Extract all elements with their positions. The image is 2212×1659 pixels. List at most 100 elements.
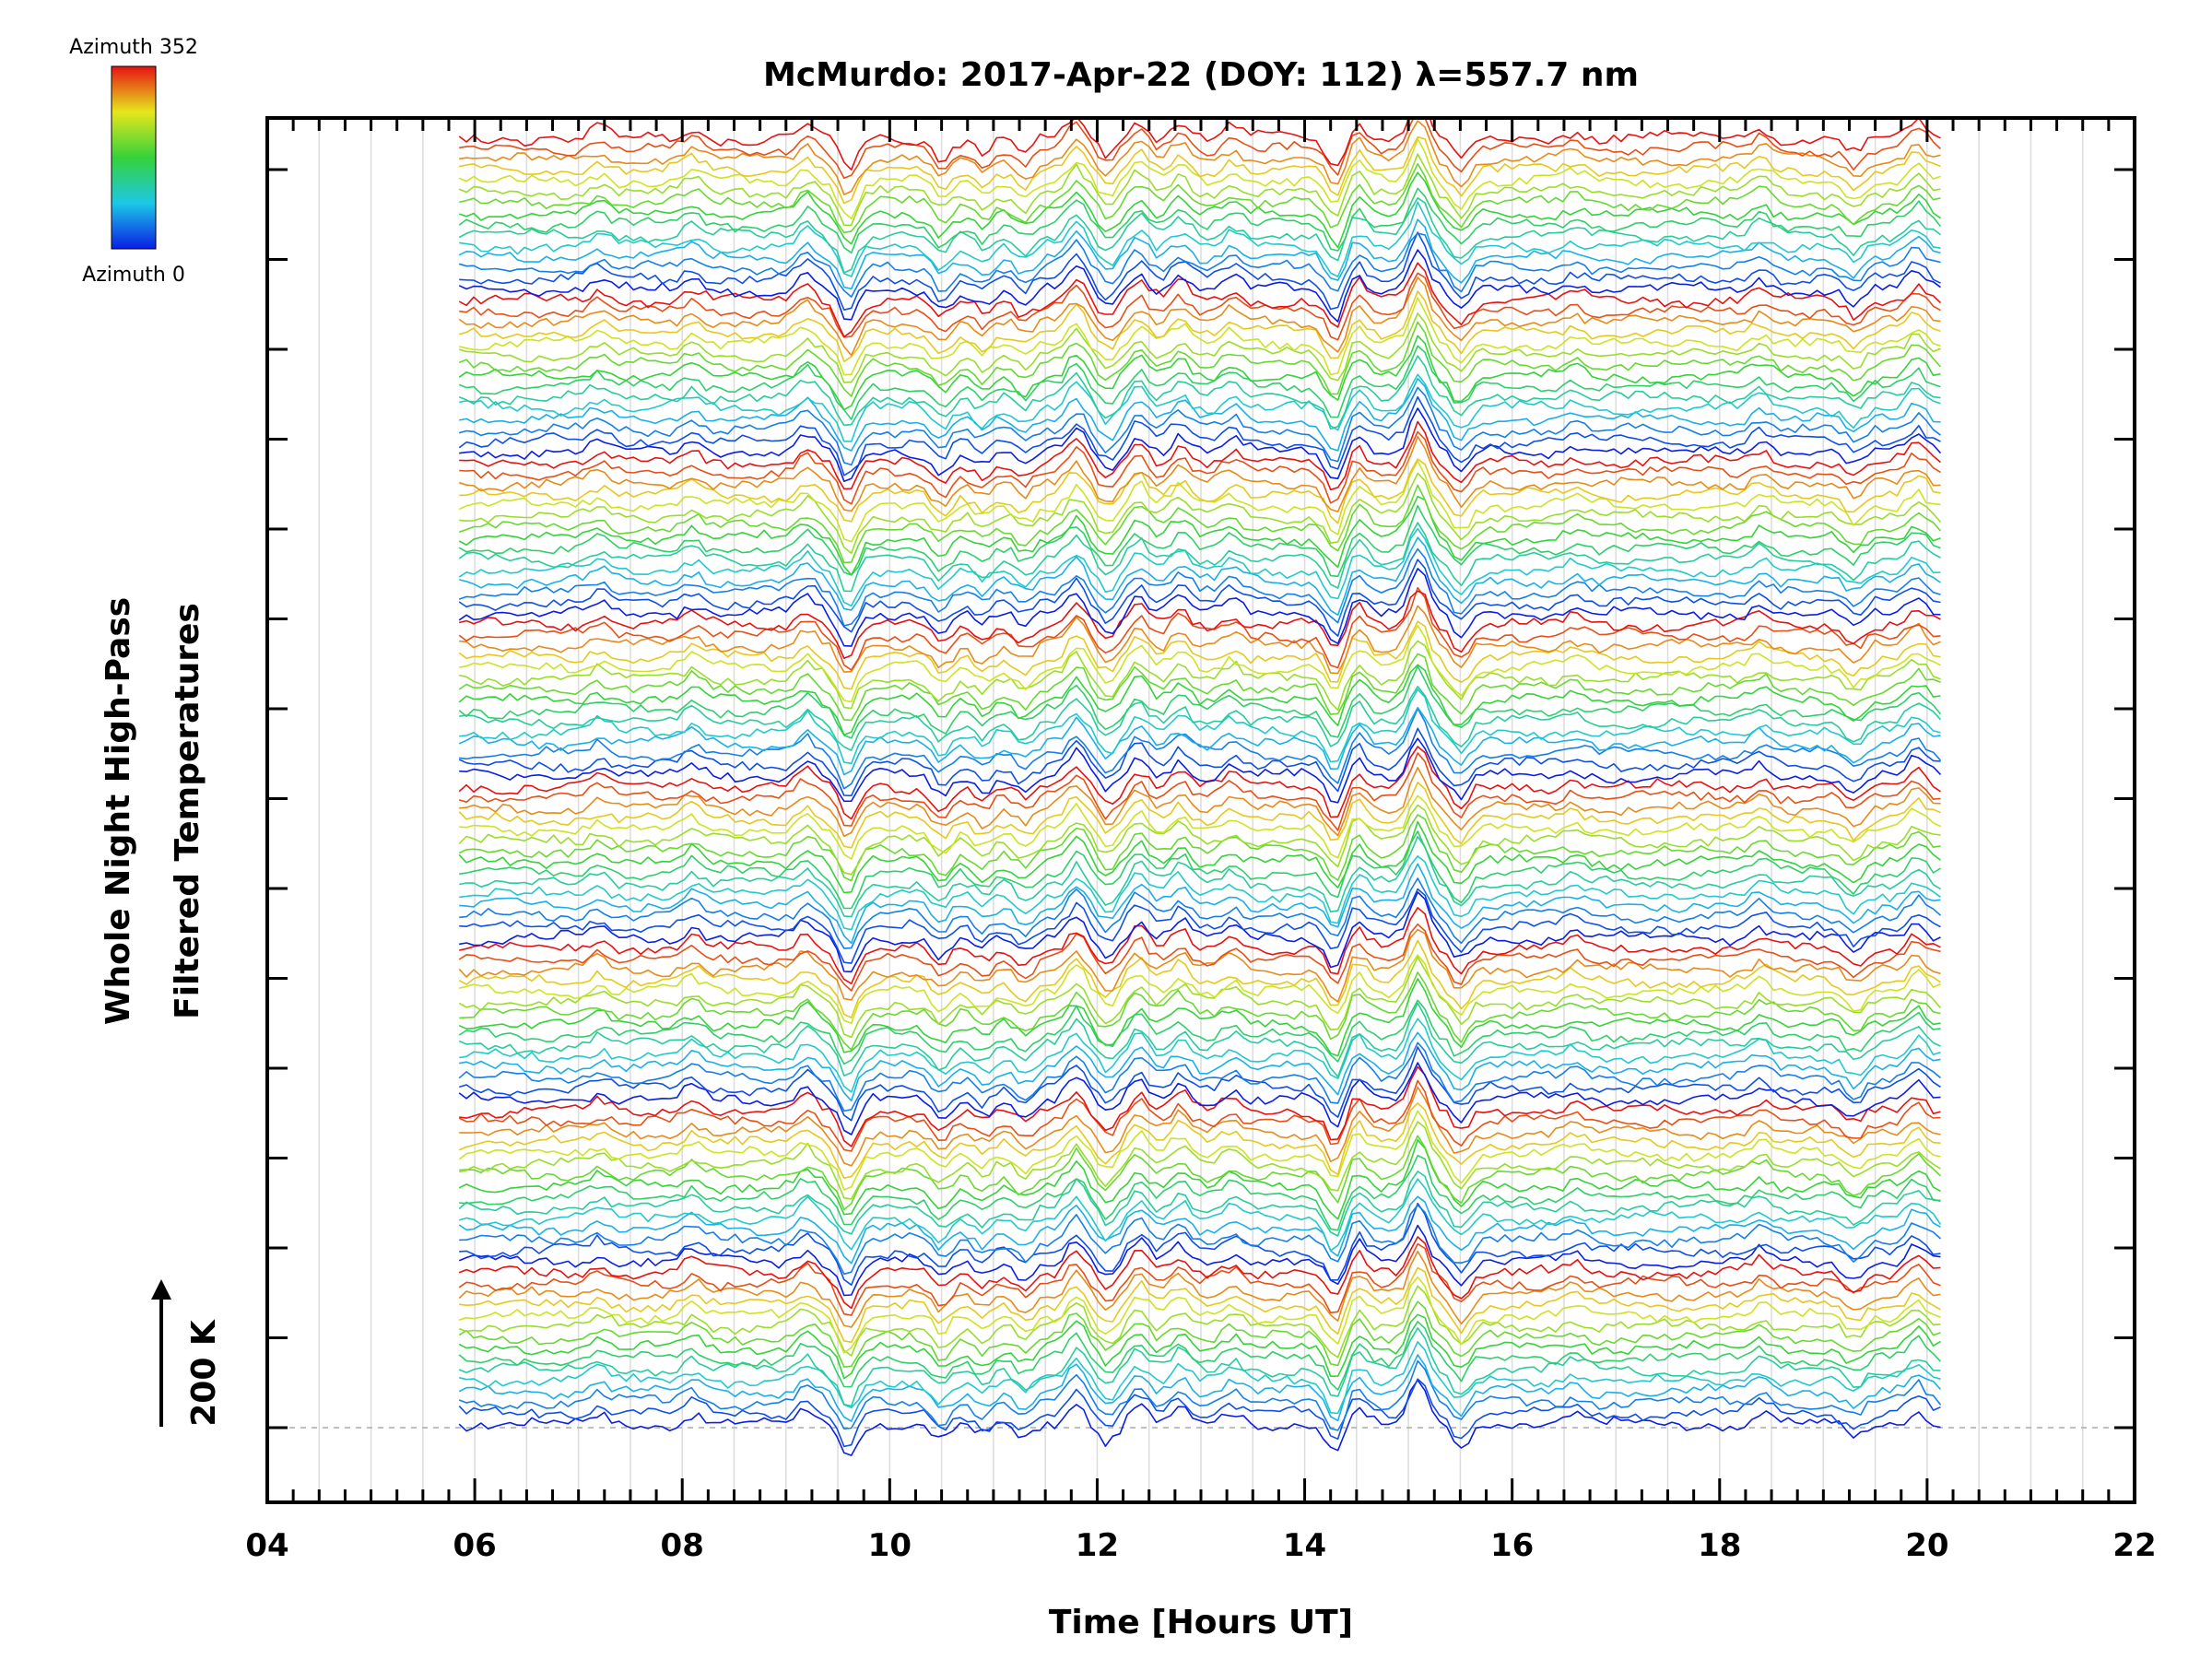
temperature-trace [459, 1065, 1941, 1147]
temperature-trace [459, 378, 1941, 452]
colorbar: Azimuth 352 Azimuth 0 [69, 36, 198, 287]
temperature-trace [458, 568, 1941, 647]
temperature-trace [458, 1276, 1941, 1354]
temperature-trace [458, 527, 1941, 607]
chart-title: McMurdo: 2017-Apr-22 (DOY: 112) λ=557.7 … [763, 56, 1639, 94]
temperature-trace [459, 118, 1942, 179]
temperature-trace [458, 665, 1942, 739]
temperature-trace [459, 877, 1942, 949]
temperature-trace [458, 804, 1941, 876]
temperature-trace [458, 276, 1941, 357]
temperature-trace [458, 1379, 1941, 1456]
x-tick-label: 22 [2112, 1527, 2156, 1564]
temperature-trace [459, 863, 1941, 945]
temperature-trace [458, 171, 1941, 249]
temperature-trace [459, 830, 1941, 910]
temperature-trace [459, 855, 1941, 931]
temperature-trace [458, 1195, 1941, 1265]
temperature-trace [459, 458, 1941, 524]
temperature-trace [458, 345, 1941, 420]
temperature-trace [459, 971, 1941, 1051]
temperature-trace [458, 435, 1941, 512]
temperature-trace [459, 201, 1941, 277]
x-axis-tick-labels: 04 06 08 10 12 14 16 18 20 22 [245, 1527, 2156, 1564]
temperature-trace [458, 620, 1941, 690]
x-tick-label: 16 [1490, 1527, 1534, 1564]
temperature-trace [459, 624, 1941, 703]
temperature-trace [458, 522, 1941, 593]
temperature-trace [459, 536, 1941, 617]
temperature-trace [458, 460, 1941, 543]
scale-label: 200 K [185, 1319, 223, 1427]
temperature-trace [458, 1110, 1941, 1191]
temperature-trace [459, 407, 1942, 482]
temperature-trace [458, 312, 1941, 383]
temperature-trace [458, 1102, 1941, 1179]
x-axis-ticks [265, 118, 2136, 1502]
temperature-trace [458, 1321, 1942, 1391]
temperature-trace [459, 1031, 1941, 1102]
temperature-trace [458, 1171, 1941, 1237]
temperature-trace [458, 746, 1941, 820]
temperature-trace [459, 1204, 1942, 1276]
temperature-trace [458, 928, 1941, 1003]
x-tick-label: 08 [661, 1527, 704, 1564]
temperature-trace [459, 472, 1942, 554]
temperature-trace [458, 727, 1941, 797]
scale-arrow-head-icon [151, 1279, 171, 1300]
temperature-trace [459, 835, 1941, 918]
temperature-trace [458, 559, 1941, 637]
temperature-trace [458, 1354, 1942, 1422]
x-tick-label: 04 [245, 1527, 288, 1564]
temperature-trace [458, 1139, 1941, 1220]
temperature-trace [458, 1327, 1941, 1407]
x-tick-label: 20 [1905, 1527, 1948, 1564]
y-axis-label-line1: Whole Night High-Pass [100, 597, 137, 1025]
temperature-trace [459, 794, 1941, 860]
temperature-trace [458, 653, 1941, 722]
temperature-trace [459, 1121, 1941, 1200]
temperature-trace [459, 688, 1941, 765]
temperature-trace [459, 297, 1941, 376]
colorbar-gradient [111, 65, 157, 250]
temperature-trace [458, 118, 1941, 171]
x-tick-label: 14 [1283, 1527, 1326, 1564]
temperature-trace [459, 162, 1941, 234]
temperature-trace [458, 752, 1941, 831]
temperature-trace [459, 907, 1941, 984]
temperature-trace [458, 1250, 1941, 1328]
temperature-trace [458, 706, 1941, 776]
temperature-trace [458, 1242, 1941, 1316]
temperature-trace [459, 1086, 1941, 1167]
temperature-trace [459, 1154, 1941, 1231]
temperature-trace [458, 782, 1941, 849]
x-axis-label: Time [Hours UT] [1049, 1604, 1353, 1641]
temperature-trace [458, 1378, 1941, 1448]
scale-indicator: 200 K [151, 1279, 223, 1427]
temperature-trace [458, 232, 1941, 298]
y-axis-ticks [267, 168, 2135, 1430]
colorbar-bottom-label: Azimuth 0 [82, 264, 185, 287]
temperature-trace [458, 1002, 1941, 1077]
temperature-trace [458, 484, 1942, 564]
temperature-trace [458, 939, 1941, 1018]
temperature-trace [458, 978, 1941, 1057]
temperature-trace [459, 640, 1941, 712]
temperature-trace [459, 737, 1942, 804]
temperature-trace [459, 708, 1942, 790]
temperature-trace [458, 1178, 1942, 1252]
x-tick-label: 10 [868, 1527, 912, 1564]
temperature-trace [458, 1300, 1941, 1368]
temperature-trace [459, 430, 1941, 505]
temperature-trace [458, 1224, 1941, 1297]
temperature-trace [459, 120, 1941, 195]
temperature-trace [459, 888, 1941, 964]
temperature-trace [458, 547, 1941, 627]
y-axis-label-line2: Filtered Temperatures [169, 603, 206, 1019]
temperature-trace [458, 218, 1941, 290]
x-tick-label: 18 [1698, 1527, 1741, 1564]
temperature-trace [458, 187, 1942, 254]
temperature-trace [458, 290, 1941, 363]
temperature-trace [459, 373, 1941, 442]
